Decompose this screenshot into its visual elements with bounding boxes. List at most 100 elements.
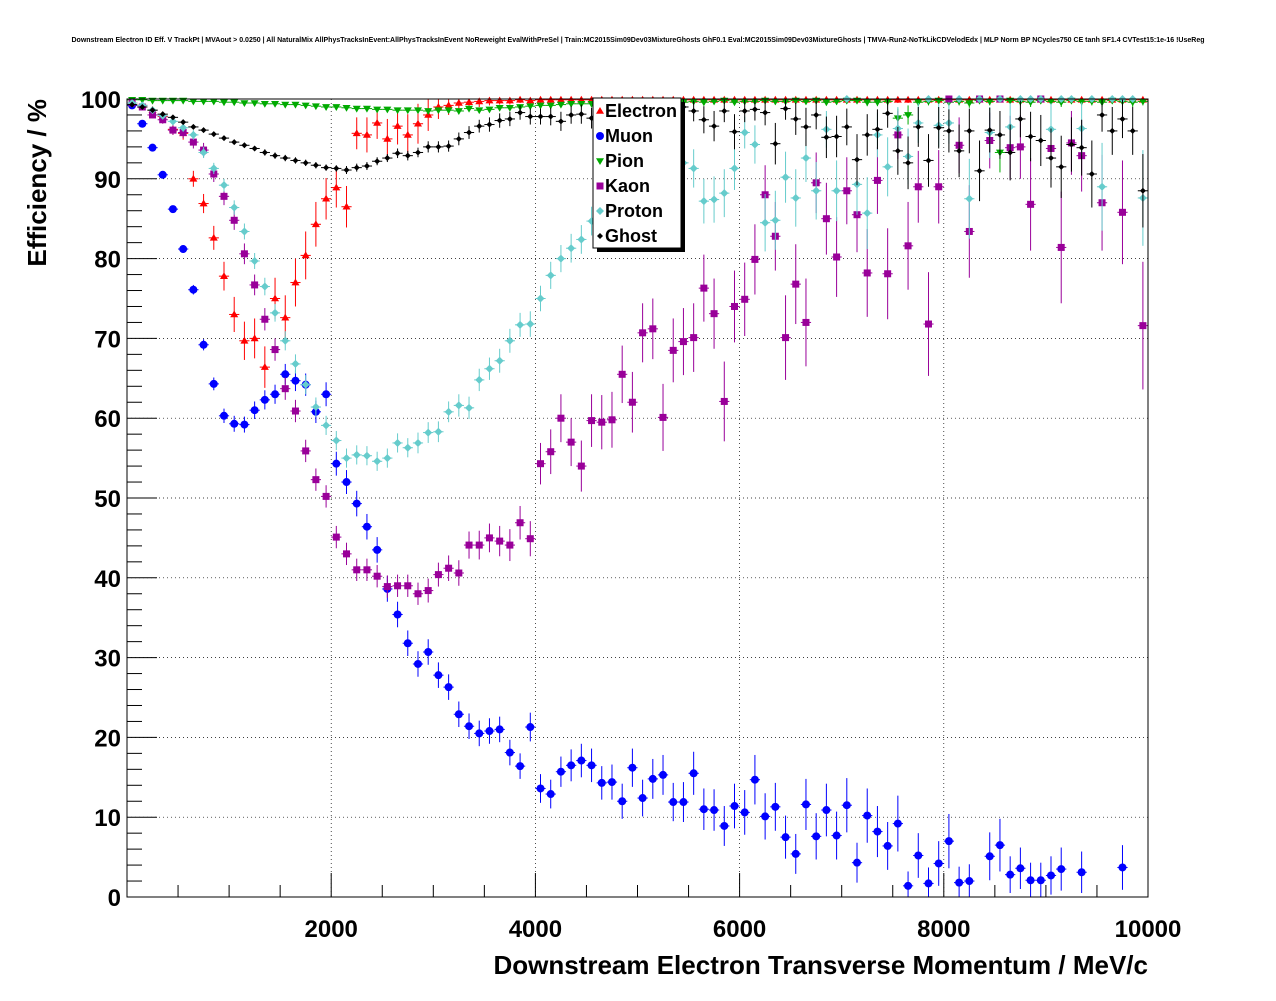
muon-point — [698, 788, 709, 830]
kaon-point — [372, 565, 383, 588]
kaon-marker — [424, 587, 432, 595]
muon-point — [760, 793, 771, 840]
proton-point — [310, 397, 321, 417]
proton-point — [423, 422, 434, 443]
pion-point — [361, 105, 373, 113]
kaon-point — [617, 345, 628, 404]
proton-point — [555, 245, 567, 273]
ghost-marker — [966, 127, 973, 134]
pion-marker — [475, 107, 484, 115]
ghost-marker — [374, 158, 381, 165]
electron-point — [239, 321, 250, 360]
muon-point — [147, 143, 158, 152]
ghost-marker — [312, 162, 319, 169]
ghost-marker — [1068, 141, 1075, 148]
pion-point — [525, 103, 536, 111]
muon-point — [668, 782, 679, 822]
electron-marker — [383, 134, 392, 142]
muon-marker — [526, 723, 535, 732]
kaon-point — [1025, 158, 1036, 251]
x-tick-label: 8000 — [917, 916, 970, 943]
muon-marker — [597, 778, 606, 787]
legend-item-electron: Electron — [596, 101, 677, 121]
pion-marker — [322, 104, 331, 111]
muon-marker — [403, 639, 412, 648]
muon-marker — [618, 797, 627, 806]
electron-point — [361, 117, 373, 153]
kaon-marker — [863, 269, 871, 277]
muon-point — [463, 713, 475, 739]
pion-point — [269, 100, 281, 108]
y-tick-label: 70 — [94, 326, 121, 353]
proton-point — [402, 438, 413, 458]
muon-point — [851, 842, 863, 883]
ghost-marker — [506, 115, 513, 122]
kaon-point — [902, 201, 914, 290]
muon-point — [943, 814, 955, 869]
proton-marker — [781, 173, 790, 182]
x-tick-label: 4000 — [509, 916, 562, 943]
kaon-marker — [730, 302, 738, 310]
ghost-point — [300, 159, 311, 167]
ghost-marker — [496, 117, 503, 124]
pion-marker — [699, 99, 708, 107]
muon-point — [484, 718, 495, 744]
ghost-marker — [905, 159, 912, 166]
muon-point — [198, 339, 209, 351]
muon-point — [1035, 862, 1046, 897]
ghost-marker — [1048, 155, 1055, 162]
muon-marker — [587, 761, 596, 770]
muon-marker — [567, 761, 576, 770]
muon-marker — [444, 683, 453, 692]
proton-point — [361, 446, 373, 466]
ghost-marker — [1088, 171, 1095, 178]
electron-point — [484, 96, 495, 106]
proton-point — [760, 193, 771, 252]
ghost-marker — [986, 127, 993, 134]
proton-point — [300, 375, 311, 395]
electron-marker — [219, 272, 228, 279]
kaon-point — [1137, 261, 1148, 390]
proton-point — [708, 176, 720, 223]
muon-point — [984, 832, 995, 881]
kaon-marker — [394, 582, 402, 590]
electron-point — [229, 296, 240, 333]
kaon-point — [423, 578, 434, 603]
ghost-marker — [180, 119, 187, 126]
muon-point — [841, 778, 852, 833]
proton-point — [280, 331, 291, 351]
proton-marker — [393, 438, 402, 447]
ghost-marker — [261, 149, 268, 156]
muon-marker — [853, 858, 862, 867]
kaon-point — [606, 391, 618, 448]
proton-marker — [230, 203, 239, 212]
proton-point — [218, 178, 230, 192]
proton-marker — [699, 197, 708, 206]
ghost-point — [188, 123, 199, 130]
muon-marker — [607, 778, 616, 787]
pion-marker — [577, 100, 586, 108]
electron-point — [331, 167, 342, 208]
ghost-point — [882, 99, 893, 128]
legend-marker-proton — [596, 207, 604, 215]
muon-marker — [179, 245, 188, 254]
electron-point — [259, 346, 270, 388]
electron-marker — [291, 278, 300, 286]
ghost-marker — [700, 116, 707, 123]
muon-marker — [1118, 863, 1127, 872]
pion-point — [300, 102, 311, 110]
electron-marker — [393, 122, 402, 129]
kaon-marker — [741, 295, 749, 303]
legend-marker-kaon — [596, 182, 604, 190]
proton-point — [1096, 142, 1108, 231]
muon-marker — [934, 859, 943, 868]
ghost-marker — [302, 159, 309, 166]
pion-point — [800, 98, 812, 106]
electron-marker — [465, 98, 474, 105]
proton-point — [249, 253, 260, 269]
kaon-point — [719, 361, 730, 442]
kaon-marker — [291, 407, 299, 415]
muon-marker — [485, 727, 494, 736]
ghost-point — [739, 99, 750, 123]
pion-point — [310, 103, 321, 111]
